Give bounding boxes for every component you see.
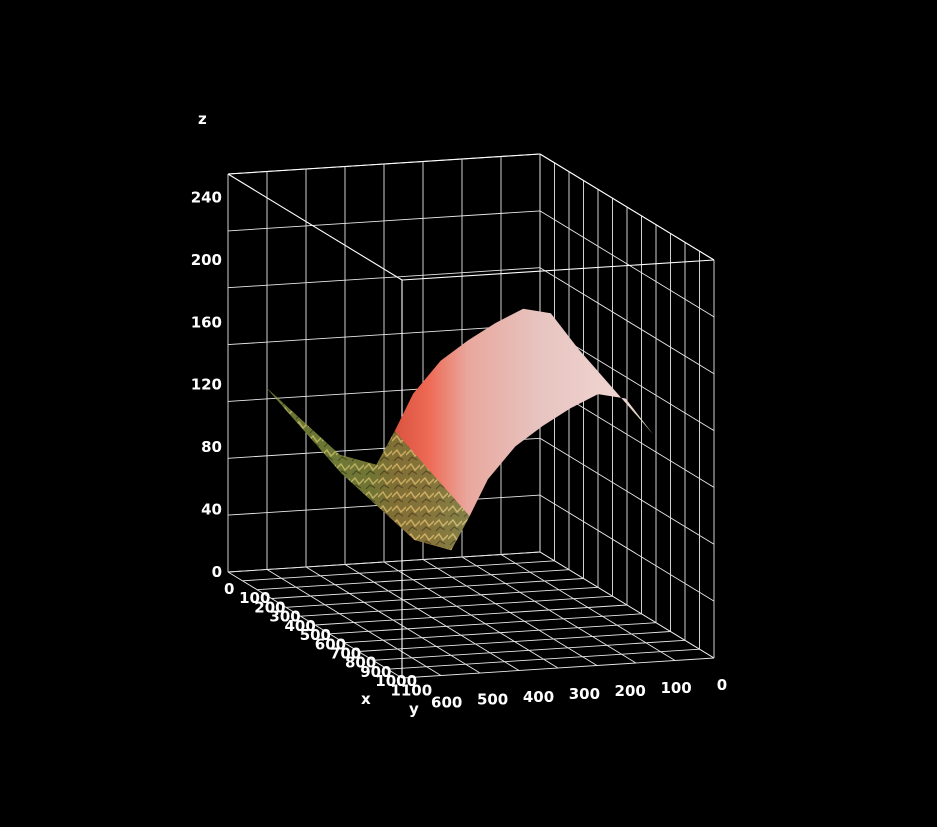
grid-line bbox=[422, 559, 598, 666]
grid-line bbox=[266, 569, 442, 676]
x-tick-label: 500 bbox=[300, 626, 331, 644]
z-tick-label: 200 bbox=[191, 251, 222, 269]
grid-line bbox=[383, 561, 559, 669]
z-tick-label: 160 bbox=[191, 313, 222, 331]
grid-line bbox=[344, 564, 520, 671]
x-tick-label: 0 bbox=[224, 580, 234, 598]
grid-lines bbox=[227, 153, 715, 679]
grid-line bbox=[227, 571, 403, 679]
y-tick-label: 400 bbox=[523, 688, 554, 706]
x-tick-label: 800 bbox=[345, 654, 376, 672]
y-tick-label: 600 bbox=[431, 694, 462, 712]
surface-foliage bbox=[266, 387, 470, 551]
y-axis-ticks: 600 500 400 300 200 100 0 bbox=[431, 676, 727, 712]
z-tick-label: 40 bbox=[201, 501, 222, 519]
x-tick-label: 300 bbox=[269, 608, 300, 626]
x-tick-label: 1100 bbox=[390, 681, 432, 699]
x-tick-label: 100 bbox=[239, 589, 270, 607]
y-tick-label: 200 bbox=[615, 682, 646, 700]
x-axis-label: x bbox=[361, 690, 371, 708]
x-tick-label: 400 bbox=[285, 617, 316, 635]
grid-line bbox=[539, 551, 715, 659]
z-tick-label: 0 bbox=[212, 563, 222, 581]
z-tick-label: 120 bbox=[191, 376, 222, 394]
y-tick-label: 300 bbox=[569, 685, 600, 703]
grid-line bbox=[539, 153, 715, 261]
y-axis-label: y bbox=[409, 700, 419, 718]
x-tick-label: 200 bbox=[254, 598, 285, 616]
y-tick-label: 0 bbox=[717, 676, 727, 694]
grid-line bbox=[305, 566, 481, 674]
grid-line bbox=[227, 173, 403, 281]
z-tick-label: 240 bbox=[191, 188, 222, 206]
z-axis-label: z bbox=[198, 110, 207, 128]
grid-line bbox=[500, 554, 676, 661]
x-tick-label: 600 bbox=[315, 635, 346, 653]
x-tick-label: 1000 bbox=[375, 672, 417, 690]
z-tick-label: 80 bbox=[201, 438, 222, 456]
y-tick-label: 500 bbox=[477, 691, 508, 709]
z-axis-ticks: 0 40 80 120 160 200 240 bbox=[191, 188, 222, 581]
grid-line bbox=[227, 153, 541, 175]
x-tick-label: 900 bbox=[360, 663, 391, 681]
x-tick-label: 700 bbox=[330, 645, 361, 663]
grid-line bbox=[461, 556, 637, 664]
y-tick-label: 100 bbox=[660, 679, 691, 697]
surface bbox=[266, 308, 654, 551]
grid-line bbox=[401, 259, 715, 281]
